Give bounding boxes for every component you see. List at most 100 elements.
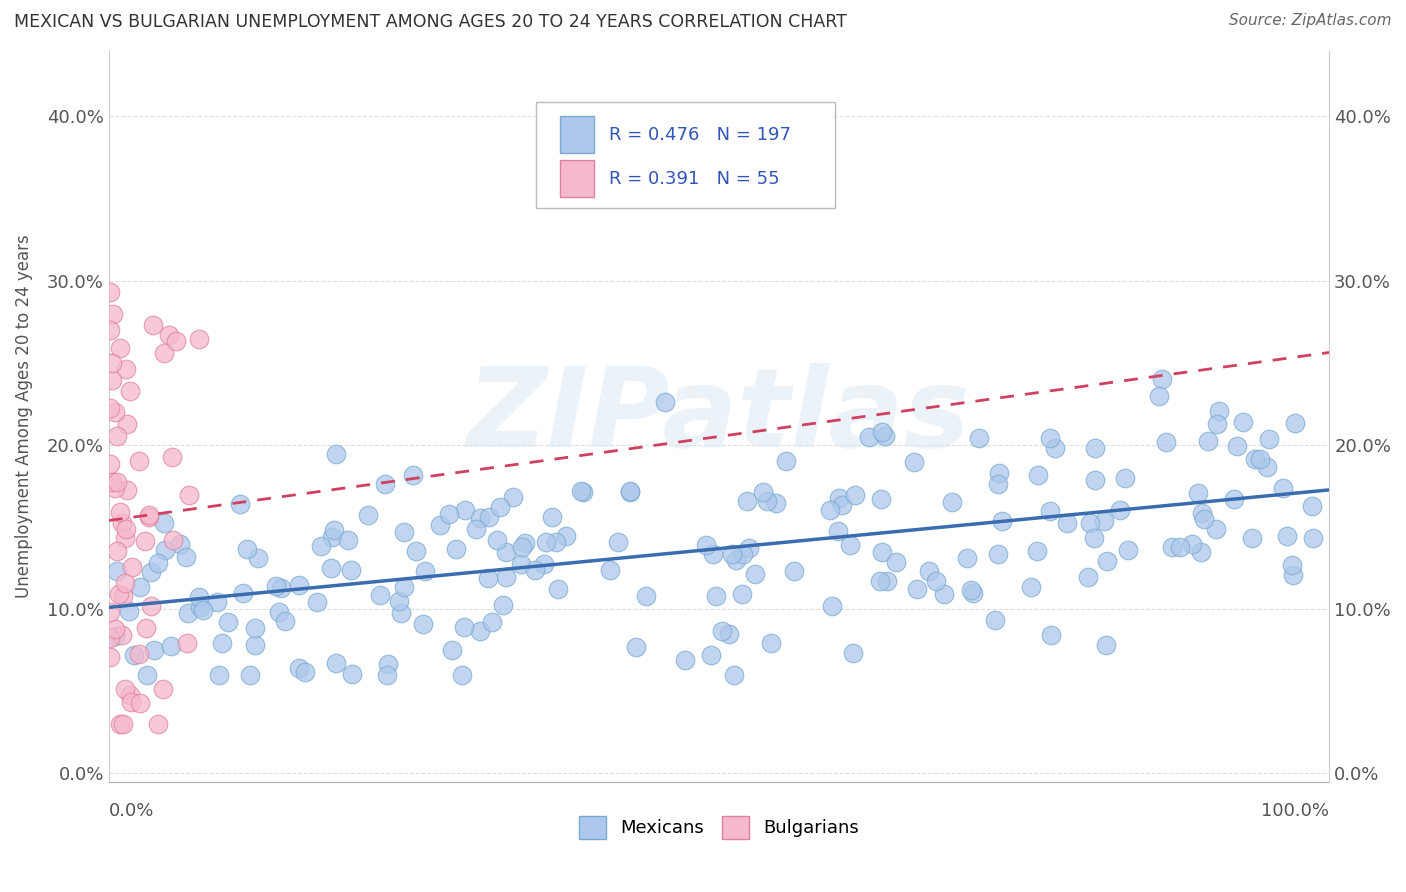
Text: ZIPatlas: ZIPatlas bbox=[467, 363, 970, 470]
Point bbox=[941, 495, 963, 509]
Y-axis label: Unemployment Among Ages 20 to 24 years: Unemployment Among Ages 20 to 24 years bbox=[15, 235, 32, 598]
Point bbox=[905, 582, 928, 597]
Point bbox=[1168, 540, 1191, 554]
Point bbox=[485, 533, 508, 548]
Point bbox=[388, 594, 411, 608]
Point bbox=[392, 580, 415, 594]
Point bbox=[142, 643, 165, 657]
Point bbox=[392, 524, 415, 539]
Point bbox=[870, 492, 893, 507]
Point bbox=[118, 384, 141, 398]
Point bbox=[1189, 545, 1212, 559]
Point bbox=[336, 533, 359, 547]
Point bbox=[554, 529, 576, 543]
Point bbox=[402, 468, 425, 483]
Point bbox=[839, 538, 862, 552]
Point bbox=[1077, 570, 1099, 584]
Point bbox=[731, 587, 754, 601]
Point bbox=[1240, 531, 1263, 545]
Point bbox=[844, 488, 866, 502]
Point bbox=[523, 563, 546, 577]
Point bbox=[135, 622, 157, 636]
Point bbox=[875, 428, 897, 442]
Point bbox=[374, 476, 396, 491]
Point bbox=[188, 599, 211, 614]
Point bbox=[152, 346, 174, 360]
Point bbox=[481, 615, 503, 629]
Point bbox=[453, 620, 475, 634]
Point bbox=[700, 648, 723, 662]
Point bbox=[509, 557, 531, 571]
Point bbox=[1116, 542, 1139, 557]
Point bbox=[114, 531, 136, 545]
Point bbox=[932, 587, 955, 601]
Point bbox=[111, 627, 134, 641]
Point bbox=[619, 484, 641, 499]
Point bbox=[903, 455, 925, 469]
Point bbox=[1191, 506, 1213, 520]
Point bbox=[128, 648, 150, 662]
Point bbox=[208, 668, 231, 682]
Point bbox=[858, 430, 880, 444]
Point bbox=[243, 621, 266, 635]
Point bbox=[1281, 568, 1303, 582]
Legend: Mexicans, Bulgarians: Mexicans, Bulgarians bbox=[571, 809, 866, 846]
Point bbox=[1026, 544, 1049, 558]
Point bbox=[105, 564, 128, 578]
Point bbox=[1226, 438, 1249, 452]
FancyBboxPatch shape bbox=[536, 102, 835, 208]
Point bbox=[1056, 516, 1078, 530]
Point bbox=[1206, 417, 1229, 431]
Point bbox=[413, 564, 436, 578]
Point bbox=[451, 668, 474, 682]
Point bbox=[311, 540, 333, 554]
Point bbox=[115, 417, 138, 431]
Point bbox=[1302, 532, 1324, 546]
Point bbox=[723, 668, 745, 682]
Point bbox=[160, 640, 183, 654]
Point bbox=[1092, 514, 1115, 528]
Point bbox=[547, 582, 569, 596]
Point bbox=[1154, 434, 1177, 449]
Point bbox=[956, 551, 979, 566]
Point bbox=[695, 538, 717, 552]
Point bbox=[755, 494, 778, 508]
Point bbox=[1181, 537, 1204, 551]
Point bbox=[1109, 503, 1132, 517]
Point bbox=[1187, 486, 1209, 500]
Point bbox=[454, 503, 477, 517]
Point bbox=[446, 542, 468, 557]
Point bbox=[1244, 451, 1267, 466]
Point bbox=[1114, 471, 1136, 485]
Point bbox=[104, 622, 127, 636]
Point bbox=[876, 574, 898, 589]
Bar bbox=[560, 117, 595, 153]
Point bbox=[870, 425, 893, 439]
Point bbox=[1281, 558, 1303, 573]
Point bbox=[105, 428, 128, 442]
Point bbox=[243, 638, 266, 652]
Point bbox=[831, 498, 853, 512]
Point bbox=[1039, 431, 1062, 445]
Point bbox=[544, 534, 567, 549]
Point bbox=[1019, 580, 1042, 594]
Point bbox=[270, 581, 292, 595]
Point bbox=[1078, 516, 1101, 530]
Point bbox=[607, 535, 630, 549]
Point bbox=[828, 491, 851, 506]
Point bbox=[211, 636, 233, 650]
Point bbox=[136, 668, 159, 682]
Point bbox=[654, 395, 676, 409]
Point bbox=[513, 536, 536, 550]
Point bbox=[100, 475, 122, 489]
Point bbox=[266, 579, 288, 593]
Point bbox=[429, 518, 451, 533]
Point bbox=[818, 503, 841, 517]
Point bbox=[704, 590, 727, 604]
Point bbox=[1026, 468, 1049, 483]
Point bbox=[142, 318, 165, 332]
Point bbox=[107, 587, 129, 601]
Point bbox=[751, 485, 773, 500]
Point bbox=[489, 500, 512, 514]
Point bbox=[305, 595, 328, 609]
